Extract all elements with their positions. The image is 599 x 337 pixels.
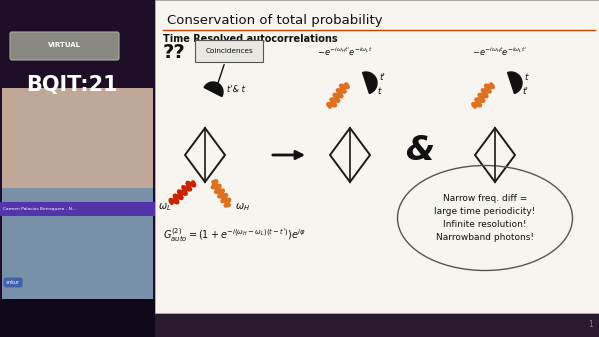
Bar <box>2 88 153 216</box>
Bar <box>0 299 155 337</box>
Text: Carmen Palacios Berraquero - N...: Carmen Palacios Berraquero - N... <box>3 207 76 211</box>
Text: $-e^{-i\omega_H t}e^{-i\omega_L t'}$: $-e^{-i\omega_H t}e^{-i\omega_L t'}$ <box>473 46 528 58</box>
Text: $G_{auto}^{(2)} = \left(1 + e^{-i(\omega_H-\omega_L)(t-t')}\right)e^{i\varphi}$: $G_{auto}^{(2)} = \left(1 + e^{-i(\omega… <box>163 226 306 244</box>
Text: Conservation of total probability: Conservation of total probability <box>167 14 383 27</box>
Text: Coincidences: Coincidences <box>205 48 253 54</box>
Bar <box>2 188 153 299</box>
Text: t: t <box>524 72 528 82</box>
Polygon shape <box>362 72 377 93</box>
Text: BQIT:21: BQIT:21 <box>26 75 118 95</box>
Text: Time Resolved autocorrelations: Time Resolved autocorrelations <box>163 34 338 44</box>
Polygon shape <box>507 72 522 93</box>
Text: &: & <box>406 133 434 166</box>
Text: $\omega_L$: $\omega_L$ <box>158 201 171 213</box>
Text: t: t <box>377 88 380 96</box>
Text: Narrow freq. diff =
large time periodicity!
Infinite resolution!
Narrowband phot: Narrow freq. diff = large time periodici… <box>434 194 536 242</box>
Bar <box>195 40 263 62</box>
Text: t': t' <box>379 72 385 82</box>
Text: t'& t: t'& t <box>227 85 245 93</box>
Text: $-e^{-i\omega_H t'}e^{-i\omega_L t}$: $-e^{-i\omega_H t'}e^{-i\omega_L t}$ <box>317 46 373 58</box>
Text: t': t' <box>522 88 528 96</box>
FancyArrowPatch shape <box>273 151 302 159</box>
Bar <box>0 0 155 337</box>
Polygon shape <box>204 82 223 96</box>
Text: ??: ?? <box>163 42 186 61</box>
Text: VIRTUAL: VIRTUAL <box>47 42 80 48</box>
Bar <box>155 0 599 313</box>
FancyArrowPatch shape <box>216 65 224 88</box>
Text: ankur: ankur <box>6 280 20 285</box>
Text: 1: 1 <box>588 320 593 329</box>
Bar <box>0 202 155 216</box>
FancyBboxPatch shape <box>10 32 119 60</box>
Text: $\omega_H$: $\omega_H$ <box>235 201 250 213</box>
